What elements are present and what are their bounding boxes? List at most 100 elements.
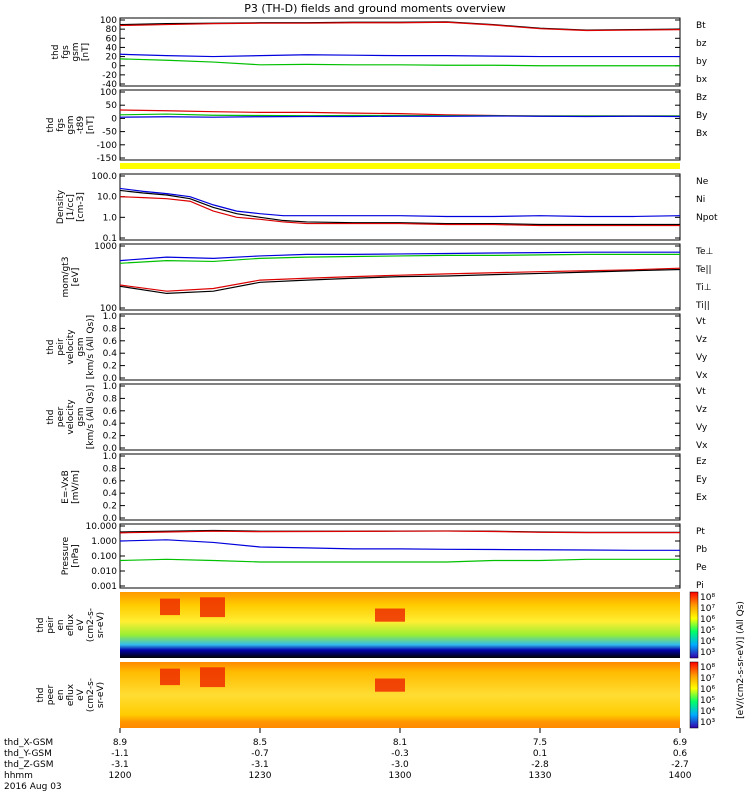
panel-frame <box>119 17 681 87</box>
panel-fgs_dipole: 100 50 0 -50 -100 -150 thd fgs gsm -t89 [nT] Bz By Bx <box>46 88 708 164</box>
panel-frame <box>119 453 681 521</box>
y-label-line: Pressure <box>61 536 71 575</box>
legend-Bz: Bz <box>696 93 707 103</box>
y-tick-label: 1.0 <box>103 382 118 392</box>
series-Ti⊥ <box>119 251 680 262</box>
x-row-value: 0.6 <box>673 749 688 759</box>
y-label-line: mom/gt3 <box>61 256 71 297</box>
y-axis-label: E=-VxB [mV/m] <box>61 470 81 504</box>
y-label-line: thd <box>36 688 46 703</box>
y-axis-label: mom/gt3 [eV] <box>61 256 81 297</box>
legend-Ti||: Ti|| <box>695 301 710 311</box>
series-bz <box>119 21 681 32</box>
y-tick-label: -40 <box>102 80 117 90</box>
y-label-line: -t89 <box>76 116 86 135</box>
panel-peer_spec: thd peer en eflux eV (cm2-s-sr-eV) <box>36 662 680 728</box>
x-row-value: 0.1 <box>533 749 547 759</box>
y-tick-label: 1.000 <box>91 537 117 547</box>
colorbar-label: [eV/(cm2-s-sr-eV)] (All Qs) <box>736 601 746 719</box>
x-row-value: -0.7 <box>251 749 269 759</box>
series-by <box>119 58 680 67</box>
legend-Te⊥: Te⊥ <box>695 247 714 257</box>
y-label-line: gsm <box>76 337 86 356</box>
y-label-line: E=-VxB <box>61 470 71 504</box>
y-tick-label: 0 <box>111 114 117 124</box>
y-label-line: peir <box>46 616 56 634</box>
panel-frame <box>119 383 681 451</box>
y-label-line: thd <box>46 340 56 355</box>
y-tick-label: 0.4 <box>103 349 118 359</box>
y-axis-label: thd peer velocity gsm [km/s (All Qs)] <box>46 385 96 449</box>
x-row-value: -3.1 <box>111 760 129 770</box>
hot-region <box>160 598 180 616</box>
y-tick-label: 1.0 <box>103 312 118 322</box>
hot-region <box>160 668 180 686</box>
colorbar-tick-label: 10⁸ <box>700 593 715 603</box>
colorbar-tick-label: 10⁶ <box>700 685 715 695</box>
series-Ne <box>119 196 680 227</box>
y-tick-label: 0.6 <box>103 407 118 417</box>
y-tick-label: 0.2 <box>103 502 117 512</box>
legend-Pt: Pt <box>696 527 705 537</box>
y-tick-label: 50 <box>106 101 118 111</box>
legend-Pe: Pe <box>696 563 707 573</box>
colorbar-tick-label: 10⁵ <box>700 626 715 636</box>
colorbar-strip <box>689 661 699 729</box>
y-axis-label: Pressure [nPa] <box>61 536 81 575</box>
series-bx <box>119 53 680 58</box>
y-tick-label: -50 <box>102 128 117 138</box>
x-row-value: -3.0 <box>391 760 409 770</box>
hot-region <box>375 678 405 692</box>
x-row-value: 8.9 <box>113 738 128 748</box>
x-row-value: 7.5 <box>533 738 547 748</box>
colorbar-tick-label: 10³ <box>700 648 715 658</box>
legend-bz: bz <box>696 39 707 49</box>
colorbar-tick-label: 10⁴ <box>700 637 715 647</box>
series-Bx <box>119 115 681 118</box>
y-label-line: thd <box>51 45 61 60</box>
y-label-line: [eV] <box>71 268 81 287</box>
y-tick-label: 1000 <box>94 242 117 252</box>
legend-Vz: Vz <box>696 335 707 345</box>
y-tick-label: 0.0 <box>103 444 118 454</box>
legend-Vy: Vy <box>696 353 708 363</box>
colorbar-tick-label: 10³ <box>700 718 715 728</box>
y-tick-label: 0.001 <box>91 582 117 592</box>
colorbar-tick-label: 10⁸ <box>700 663 715 673</box>
y-tick-label: 100 <box>100 16 117 26</box>
legend-Ex: Ex <box>696 493 708 503</box>
y-tick-label: 1.0 <box>103 213 118 223</box>
colorbar-tick-label: 10⁷ <box>700 674 715 684</box>
legend-Pb: Pb <box>696 545 707 555</box>
y-label-line: gsm <box>66 115 76 134</box>
colorbar-tick-label: 10⁵ <box>700 696 715 706</box>
hot-region <box>200 667 225 688</box>
x-row-value: -3.1 <box>251 760 269 770</box>
y-tick-label: 40 <box>106 43 118 53</box>
panel-peer_velocity: 1.0 0.8 0.6 0.4 0.2 0.0 thd peer velocity gsm [km/… <box>46 382 708 454</box>
x-row-value: 8.1 <box>393 738 407 748</box>
y-label-line: en <box>56 689 66 700</box>
y-label-line: [km/s (All Qs)] <box>86 385 96 449</box>
x-row-value: -2.7 <box>671 760 689 770</box>
series-Te⊥ <box>119 267 681 292</box>
y-tick-label: 80 <box>106 25 118 35</box>
date-label: 2016 Aug 03 <box>4 782 62 792</box>
legend-bx: bx <box>696 75 708 85</box>
legend-Ey: Ey <box>696 475 708 485</box>
y-tick-label: 0.0 <box>103 514 118 524</box>
y-label-line: (cm2-s- <box>86 678 96 712</box>
x-row-value: 8.5 <box>253 738 267 748</box>
panel-temp: 1000 100 mom/gt3 [eV] Te⊥ Te|| Ti⊥ Ti|| <box>61 242 714 314</box>
legend-Vx: Vx <box>696 371 708 381</box>
y-tick-label: 20 <box>106 53 118 63</box>
legend-Ne: Ne <box>696 177 709 187</box>
y-tick-label: 100.0 <box>91 172 117 182</box>
y-label-line: velocity <box>66 399 76 435</box>
y-label-line: eflux <box>66 683 76 706</box>
legend-Vt: Vt <box>696 387 706 397</box>
y-tick-label: 0.8 <box>103 394 118 404</box>
